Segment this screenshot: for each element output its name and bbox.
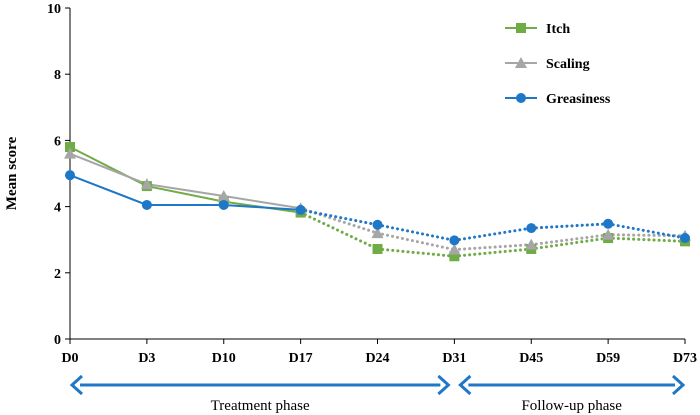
treatment-phase-arrow-right-head bbox=[437, 374, 451, 396]
legend-greasiness-label: Greasiness bbox=[546, 92, 611, 107]
circle-marker bbox=[526, 223, 537, 234]
triangle-marker bbox=[64, 147, 76, 159]
y-tick-label: 2 bbox=[54, 267, 61, 282]
scaling-line-segment bbox=[69, 152, 148, 186]
y-tick-label: 10 bbox=[47, 2, 61, 17]
x-tick-label: D3 bbox=[138, 351, 155, 366]
square-marker bbox=[516, 23, 526, 33]
circle-marker bbox=[65, 170, 75, 181]
x-tick-label: D31 bbox=[442, 351, 466, 366]
follow-up-phase-label: Follow-up phase bbox=[521, 398, 622, 414]
greasiness-line-segment bbox=[223, 203, 301, 211]
follow-up-phase-arrow-left-head bbox=[458, 374, 472, 396]
square-marker bbox=[65, 142, 75, 153]
x-tick-label: D24 bbox=[365, 351, 389, 366]
itch-line-segment bbox=[606, 236, 687, 243]
series-markers bbox=[64, 142, 691, 262]
triangle-marker bbox=[515, 57, 527, 68]
triangle-marker bbox=[448, 243, 461, 255]
x-tick-label: D0 bbox=[61, 351, 78, 366]
y-tick-label: 8 bbox=[54, 68, 61, 83]
greasiness-line-segment bbox=[606, 222, 687, 240]
y-tick-label: 0 bbox=[54, 333, 61, 348]
x-tick-label: D73 bbox=[673, 351, 697, 366]
follow-up-phase-arrow-right-head bbox=[671, 374, 686, 396]
x-tick-label: D17 bbox=[289, 351, 313, 366]
itch-line-segment bbox=[299, 211, 379, 251]
scaling-line-segment bbox=[376, 231, 456, 252]
circle-marker bbox=[295, 204, 306, 215]
circle-marker bbox=[603, 218, 614, 229]
triangle-marker bbox=[602, 228, 615, 240]
greasiness-line-segment bbox=[376, 223, 456, 242]
y-axis-title: Mean score bbox=[4, 136, 20, 210]
circle-marker bbox=[141, 199, 152, 210]
triangle-marker bbox=[371, 227, 384, 239]
itch-line-segment bbox=[452, 247, 533, 258]
y-tick-label: 4 bbox=[54, 201, 61, 216]
greasiness-line-segment bbox=[299, 208, 379, 227]
greasiness-line-segment bbox=[529, 222, 610, 230]
triangle-marker bbox=[525, 238, 538, 250]
axes: 0 2 4 6 8 10 D0 D3 D10 D17 D24 D31 D45 D59 D73 Mean sco… bbox=[4, 2, 697, 366]
circle-marker bbox=[218, 199, 229, 210]
triangle-marker bbox=[140, 178, 153, 190]
series-lines bbox=[69, 146, 687, 258]
treatment-phase-label: Treatment phase bbox=[211, 398, 310, 414]
greasiness-line-segment bbox=[69, 174, 148, 206]
scaling-line-segment bbox=[223, 195, 301, 210]
circle-marker bbox=[449, 235, 460, 246]
x-tick-label: D59 bbox=[596, 351, 620, 366]
legend: Itch Scaling Greasiness bbox=[505, 22, 611, 107]
scaling-line-segment bbox=[299, 206, 379, 235]
scaling-line-segment bbox=[146, 183, 224, 197]
y-tick-label: 6 bbox=[54, 134, 61, 149]
itch-line-segment bbox=[376, 247, 456, 258]
legend-itch-label: Itch bbox=[546, 22, 570, 37]
circle-marker bbox=[372, 219, 383, 230]
circle-marker bbox=[680, 233, 690, 244]
legend-scaling-label: Scaling bbox=[546, 57, 590, 72]
square-marker bbox=[372, 243, 383, 254]
greasiness-line-segment bbox=[452, 226, 533, 242]
phase-arrows: Treatment phase Follow-up phase bbox=[69, 374, 686, 414]
treatment-phase-arrow-left-head bbox=[69, 374, 84, 396]
circle-marker bbox=[516, 93, 526, 103]
square-marker bbox=[449, 251, 460, 262]
itch-line-segment bbox=[146, 185, 224, 203]
x-tick-label: D45 bbox=[519, 351, 543, 366]
triangle-marker bbox=[217, 190, 230, 202]
x-tick-label: D10 bbox=[212, 351, 236, 366]
